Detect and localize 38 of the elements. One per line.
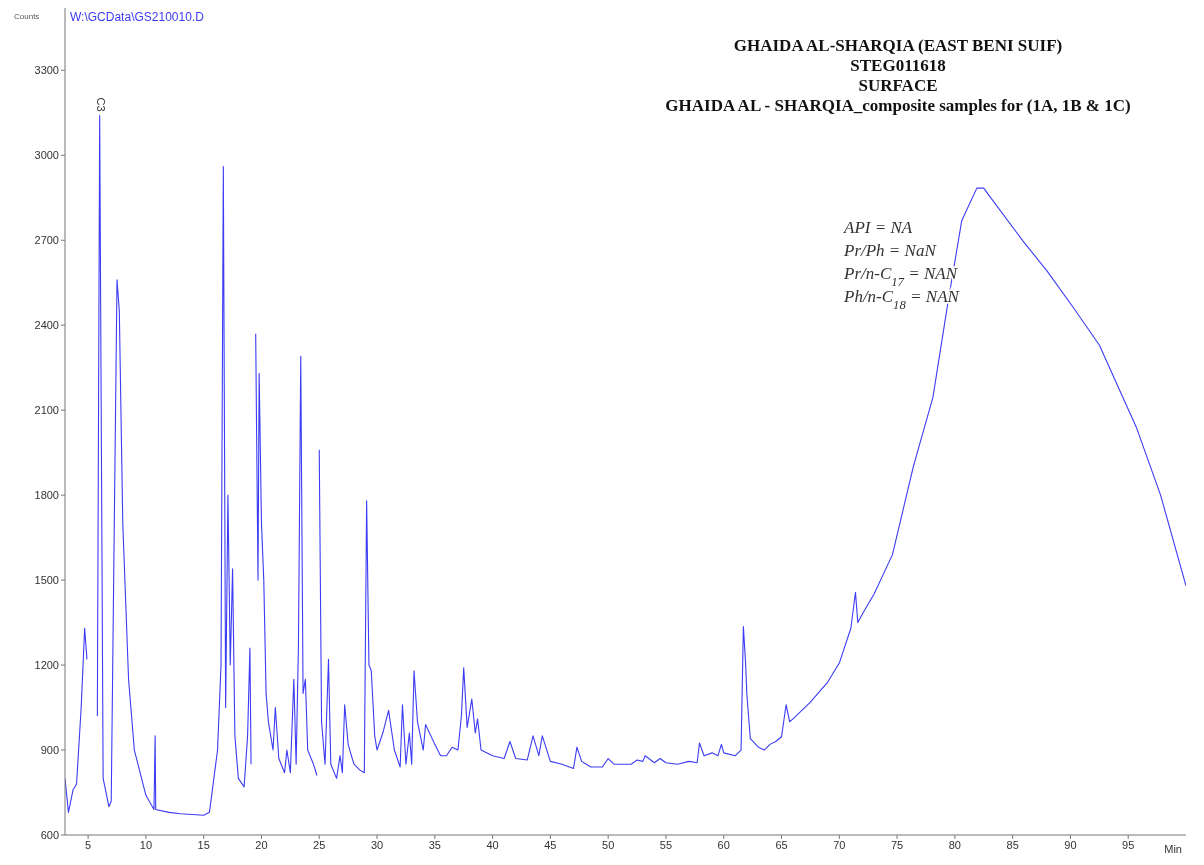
y-tick-label: 1800: [34, 489, 59, 502]
x-tick-label: 25: [313, 838, 326, 851]
x-tick-label: 45: [544, 838, 557, 851]
annotation: Pr/n-C$_{17}$ = NAN: [843, 264, 959, 289]
x-tick-label: 55: [659, 838, 673, 851]
x-tick-label: 85: [1006, 838, 1019, 851]
y-tick-label: 3000: [34, 149, 59, 162]
annotation: Pr/Ph = NaN: [843, 241, 938, 260]
y-tick-label: 2700: [34, 234, 59, 247]
y-tick-label: 1500: [34, 574, 59, 587]
x-tick-label: 90: [1064, 838, 1077, 851]
x-tick-label: 5: [85, 838, 92, 851]
y-tick-label: 1200: [34, 658, 59, 671]
x-tick-label: 60: [717, 838, 730, 851]
annotation: W:\GCData\GS210010.D: [68, 10, 206, 24]
x-tick-label: 50: [602, 838, 615, 851]
x-tick-label: 65: [775, 838, 788, 851]
text: STEG011618 SURFACE GHAIDA AL - SHARQIA_composite samples for (1A, 1B & 1C): [664, 56, 1132, 116]
y-tick-label: 3300: [34, 64, 59, 77]
y-tick-label: 2100: [34, 404, 59, 417]
annotation: C3: [94, 97, 107, 112]
x-tick-label: 70: [833, 838, 846, 851]
annotation: API = NA: [843, 218, 913, 237]
x-tick-label: 95: [1122, 838, 1135, 851]
x-tick-label: 40: [486, 838, 499, 851]
x-tick-label: 10: [139, 838, 153, 851]
x-tick-label: 15: [197, 838, 210, 851]
x-tick-label: 80: [948, 838, 961, 851]
y-tick-label: 600: [40, 828, 59, 841]
y-axis-title: Counts: [14, 12, 40, 21]
y-tick-label: 2400: [34, 319, 59, 332]
x-tick-label: 35: [428, 838, 441, 851]
y-tick-label: 900: [40, 743, 59, 756]
text: GHAIDA AL-SHARQIA (EAST BENI SUIF): [732, 36, 1064, 56]
x-tick-label: 20: [255, 838, 268, 851]
x-axis-title: Min: [1164, 843, 1182, 855]
x-tick-label: 75: [890, 838, 904, 851]
x-tick-label: 30: [370, 838, 384, 851]
